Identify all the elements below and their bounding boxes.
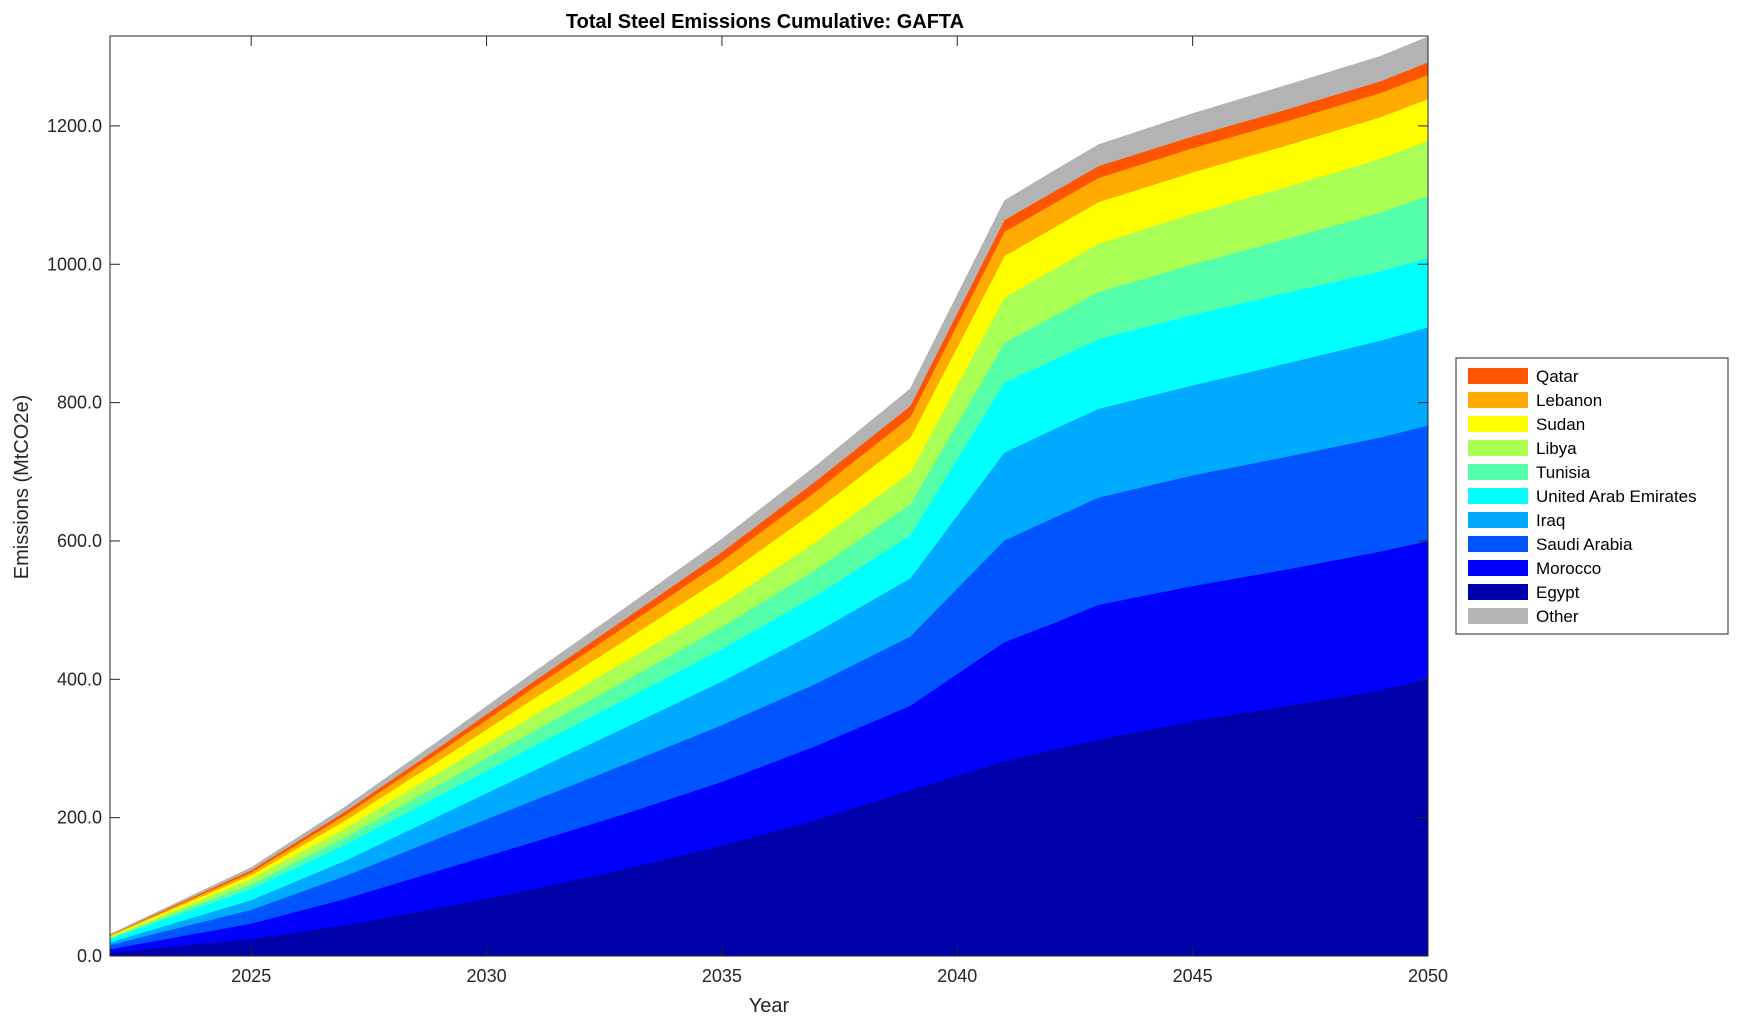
plot-frame (109, 35, 1429, 957)
chart-title: Total Steel Emissions Cumulative: GAFTA (566, 11, 964, 33)
legend-label-egypt: Egypt (1536, 583, 1580, 602)
legend: Qatar Lebanon Sudan Libya Tunisia United Arab… (1455, 357, 1729, 635)
legend-swatch-qatar (1468, 368, 1528, 384)
legend-label-iraq: Iraq (1536, 511, 1565, 530)
legend-swatch-lebanon (1468, 392, 1528, 408)
y-tick-label: 1000.0 (47, 254, 102, 274)
legend-swatch-sudan (1468, 416, 1528, 432)
legend-label-other: Other (1536, 607, 1579, 626)
plot-area (109, 36, 1429, 957)
y-tick-label: 0.0 (77, 946, 102, 966)
legend-label-morocco: Morocco (1536, 559, 1601, 578)
x-tick-label: 2045 (1173, 966, 1213, 986)
x-axis-label: Year (749, 995, 790, 1017)
x-tick-label: 2050 (1408, 966, 1448, 986)
legend-swatch-other (1468, 608, 1528, 624)
legend-swatch-united-arab-emirates (1468, 488, 1528, 504)
legend-label-saudi-arabia: Saudi Arabia (1536, 535, 1633, 554)
legend-swatch-libya (1468, 440, 1528, 456)
legend-swatch-egypt (1468, 584, 1528, 600)
axis-ticks: 2025 2030 2035 2040 2045 2050 0.0 200.0 400.0 600… (47, 36, 1448, 986)
x-tick-label: 2030 (467, 966, 507, 986)
x-tick-label: 2025 (231, 966, 271, 986)
y-axis-label: Emissions (MtCO2e) (11, 395, 33, 579)
legend-label-lebanon: Lebanon (1536, 391, 1602, 410)
y-tick-label: 800.0 (57, 393, 102, 413)
legend-swatch-iraq (1468, 512, 1528, 528)
y-tick-label: 400.0 (57, 669, 102, 689)
legend-swatch-tunisia (1468, 464, 1528, 480)
legend-label-qatar: Qatar (1536, 367, 1579, 386)
legend-swatch-morocco (1468, 560, 1528, 576)
legend-label-united-arab-emirates: United Arab Emirates (1536, 487, 1697, 506)
y-tick-label: 600.0 (57, 531, 102, 551)
legend-label-sudan: Sudan (1536, 415, 1585, 434)
legend-label-tunisia: Tunisia (1536, 463, 1591, 482)
y-tick-label: 1200.0 (47, 116, 102, 136)
y-tick-label: 200.0 (57, 808, 102, 828)
x-tick-label: 2040 (937, 966, 977, 986)
legend-swatch-saudi-arabia (1468, 536, 1528, 552)
x-tick-label: 2035 (702, 966, 742, 986)
legend-label-libya: Libya (1536, 439, 1577, 458)
